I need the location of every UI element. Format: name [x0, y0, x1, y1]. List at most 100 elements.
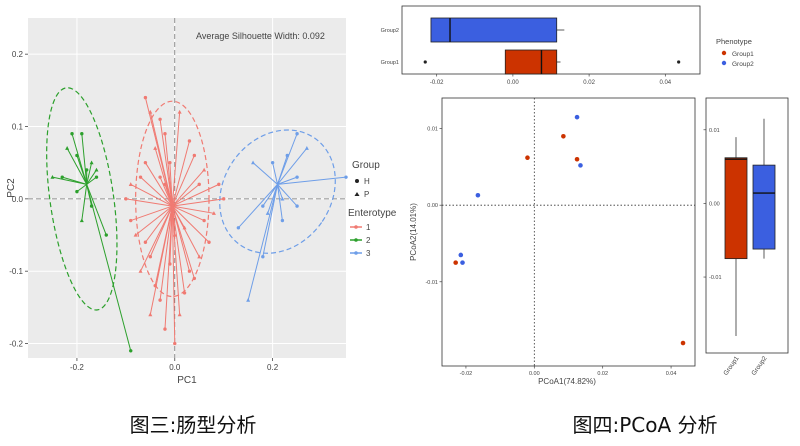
- cluster-1-point: [143, 240, 148, 244]
- cluster-1-point: [158, 175, 162, 179]
- cluster-1-ray: [171, 205, 195, 279]
- cluster-1-point: [143, 95, 148, 100]
- pcoa-points: [453, 114, 686, 346]
- cluster-1-ray: [125, 198, 173, 207]
- cluster-1-ray: [149, 111, 173, 207]
- silhouette-annotation: Average Silhouette Width: 0.092: [196, 31, 325, 41]
- cluster-1-ray: [140, 205, 173, 272]
- top-box-x-tick-label: 0.00: [507, 80, 519, 86]
- cluster-1-ray: [164, 133, 173, 207]
- pcoa-x-tick-label: 0.04: [666, 371, 677, 377]
- x-tick-label: 0.0: [169, 363, 181, 372]
- pcoa-plot-frame: [441, 97, 696, 367]
- cluster-1-point: [187, 139, 192, 143]
- cluster-1-point: [133, 232, 138, 237]
- cluster-1-point: [168, 262, 172, 266]
- cluster-2-point: [94, 175, 99, 179]
- phenotype-legend-group2-marker: [721, 60, 727, 66]
- cluster-3-point: [265, 211, 270, 215]
- cluster-1-point: [163, 132, 167, 136]
- cluster-1-point: [187, 269, 192, 273]
- cluster-2-ray: [86, 176, 97, 185]
- cluster-1-ray: [130, 183, 173, 207]
- cluster-3-ray: [262, 184, 278, 207]
- cluster-1-point: [172, 232, 177, 237]
- y-tick-label: 0.2: [12, 50, 24, 59]
- cluster-2-ray: [81, 133, 88, 185]
- cluster-3-point: [261, 204, 265, 208]
- top-box-outlier: [677, 60, 681, 64]
- cluster-1-point: [197, 182, 201, 187]
- cluster-3-ray: [252, 162, 278, 185]
- pcoa-y-tick-label: 0.01: [427, 127, 438, 133]
- cluster-3-point: [285, 153, 289, 158]
- cluster-3-point: [270, 160, 275, 165]
- cluster-2-point: [129, 349, 133, 353]
- cluster-1-ray: [171, 169, 205, 207]
- cluster-1-point: [182, 225, 187, 230]
- cluster-3-point: [261, 255, 265, 259]
- cluster-1-ray: [159, 176, 173, 207]
- legend-group-p-label: P: [364, 190, 369, 199]
- cluster-3-ray: [277, 176, 298, 185]
- legend-enterotype-label: 2: [366, 236, 371, 245]
- y-tick-label: 0.0: [12, 195, 24, 204]
- pcoa-x-label: PCoA1(74.82%): [538, 377, 596, 386]
- phenotype-legend-group2-label: Group2: [732, 61, 754, 68]
- cluster-2-point: [89, 204, 94, 208]
- cluster-3-ray: [272, 162, 278, 185]
- cluster-1-point: [217, 182, 221, 187]
- pcoa-x-tick-label: 0.02: [597, 371, 608, 377]
- cluster-2-point: [70, 132, 74, 136]
- pcoa-right-boxplot: Group1 Group2 -0.01 0.00 0.01: [703, 97, 789, 377]
- cluster-3-point: [295, 175, 299, 179]
- enterotype-x-label: PC1: [177, 375, 197, 386]
- cluster-1-ellipse: [135, 100, 210, 298]
- cluster-2-point: [94, 167, 99, 172]
- group2-point: [578, 163, 583, 168]
- cluster-2-ray: [81, 184, 88, 221]
- cluster-1-point: [192, 276, 197, 281]
- caption-left: 图三:肠型分析: [130, 413, 257, 437]
- cluster-1-ray: [159, 206, 173, 301]
- cluster-1-point: [124, 197, 128, 201]
- phenotype-legend: Phenotype Group1 Group2: [716, 37, 754, 68]
- enterotype-rays: [52, 97, 347, 351]
- right-box-group2: [752, 164, 776, 250]
- right-box-category-label: Group1: [722, 355, 740, 377]
- group2-point: [475, 192, 481, 198]
- cluster-1-point: [207, 240, 211, 244]
- phenotype-legend-group1-label: Group1: [732, 51, 754, 58]
- cluster-1-ray: [135, 205, 173, 236]
- cluster-3-point: [246, 297, 251, 302]
- cluster-1-point: [128, 182, 133, 186]
- enterotype-legend: Group H P Enterotype 1 2 3: [348, 160, 397, 258]
- cluster-3-ray: [277, 147, 308, 185]
- phenotype-legend-group1-marker: [721, 50, 727, 56]
- cluster-2-point: [80, 132, 84, 136]
- legend-group-p-marker: [354, 192, 360, 196]
- pcoa-y-label: PCoA2(14.01%): [409, 203, 418, 261]
- cluster-1-point: [148, 255, 153, 259]
- cluster-3-ray: [277, 184, 298, 207]
- cluster-2-ray: [76, 155, 88, 185]
- y-tick-label: -0.1: [9, 267, 23, 276]
- top-box-group1: [504, 49, 558, 75]
- cluster-3-ray: [277, 176, 347, 185]
- cluster-1-ray: [171, 205, 185, 229]
- legend-enterotype-marker: [354, 238, 358, 242]
- cluster-1-ray: [171, 206, 176, 236]
- enterotype-plot-background: [28, 18, 346, 358]
- cluster-2-point: [89, 160, 94, 165]
- cluster-2-point: [75, 153, 79, 158]
- right-box-category-label: Group2: [750, 355, 768, 377]
- pcoa-x-ticks: -0.02 0.00 0.02 0.04: [460, 366, 677, 377]
- legend-enterotype-label: 3: [366, 249, 371, 258]
- cluster-1-ray: [130, 205, 173, 222]
- legend-group-h-label: H: [364, 177, 370, 186]
- top-boxplot-content: Group2 Group1 -0.02 0.00 0.02 0.04: [381, 17, 681, 86]
- cluster-1-point: [153, 146, 158, 150]
- cluster-1-ray: [169, 162, 173, 207]
- cluster-3-point: [251, 160, 256, 165]
- group1-point: [561, 133, 566, 139]
